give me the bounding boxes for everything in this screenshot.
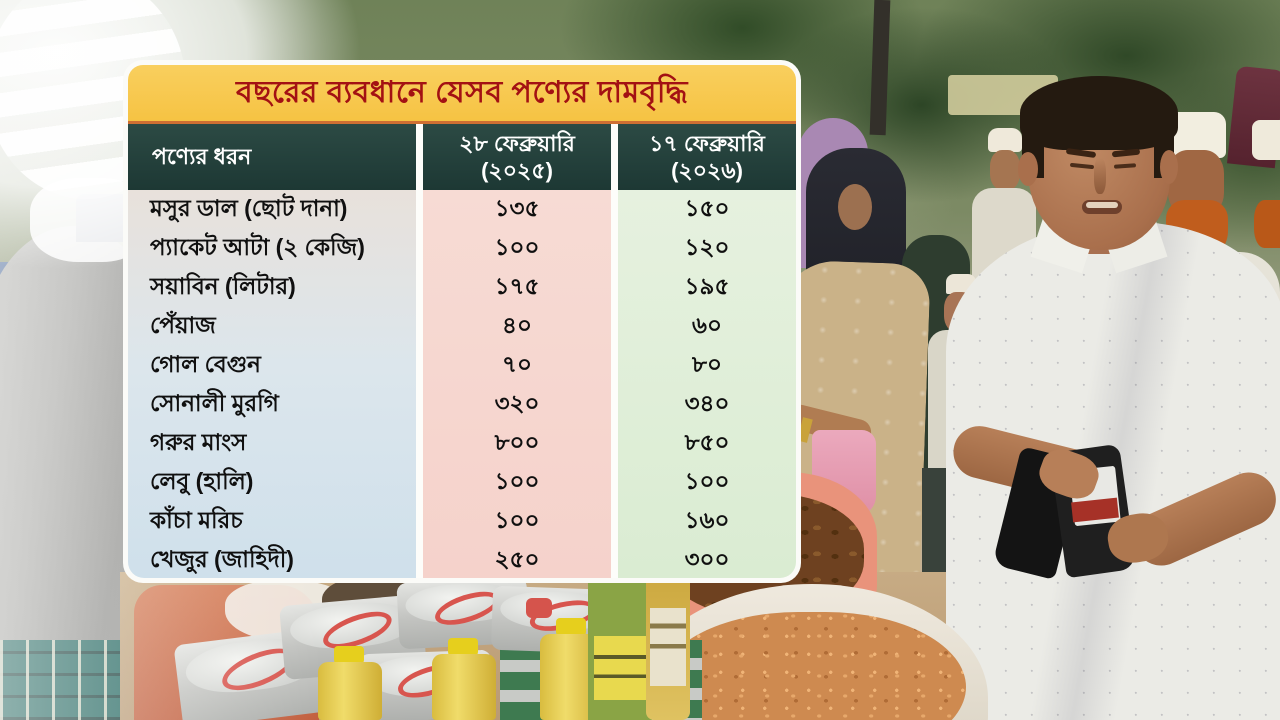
column-divider bbox=[611, 190, 618, 578]
header-product-label: পণ্যের ধরন bbox=[152, 144, 252, 170]
oil-bottle bbox=[432, 638, 496, 720]
edge-man-beard bbox=[1254, 200, 1280, 248]
price-2026-cell: ১২০ bbox=[684, 234, 730, 260]
product-name-cell: গরুর মাংস bbox=[150, 429, 247, 455]
price-2025-cell: ১৩৫ bbox=[494, 195, 540, 221]
crowd-man-face bbox=[990, 150, 1020, 190]
header-product-type: পণ্যের ধরন bbox=[128, 124, 416, 190]
product-name-cell: মসুর ডাল (ছোট দানা) bbox=[150, 195, 348, 221]
shopper-ear-left bbox=[1018, 152, 1038, 186]
header-date-2026: ১৭ ফেব্রুয়ারি (২০২৬) bbox=[618, 124, 796, 190]
header-2026-line2: (২০২৬) bbox=[671, 158, 743, 183]
header-2026-line1: ১৭ ফেব্রুয়ারি bbox=[649, 130, 765, 156]
table-header-row: পণ্যের ধরন ২৮ ফেব্রুয়ারি (২০২৫) ১৭ ফেব্… bbox=[128, 124, 796, 190]
price-2025-cell: ১০০ bbox=[494, 234, 540, 260]
product-name-cell: সোনালী মুরগি bbox=[150, 390, 279, 416]
product-name-cell: কাঁচা মরিচ bbox=[150, 507, 243, 533]
price-2025-cell: ১৭৫ bbox=[494, 273, 540, 299]
red-bottle-cap bbox=[526, 598, 552, 618]
price-2025-cell: ৭০ bbox=[502, 351, 532, 377]
hijab-woman-face bbox=[838, 184, 872, 230]
crowd-man-cap bbox=[988, 128, 1022, 152]
page-title: বছরের ব্যবধানে যেসব পণ্যের দামবৃদ্ধি bbox=[236, 75, 688, 109]
product-name-cell: লেবু (হালি) bbox=[150, 468, 254, 494]
price-2026-cell: ১৯৫ bbox=[684, 273, 730, 299]
price-2026-cell: ৮৫০ bbox=[684, 429, 730, 455]
shopper-hair bbox=[1020, 76, 1178, 150]
product-name-column: মসুর ডাল (ছোট দানা) প্যাকেট আটা (২ কেজি)… bbox=[128, 190, 416, 578]
price-2026-cell: ১৬০ bbox=[684, 507, 730, 533]
price-2025-cell: ১০০ bbox=[494, 507, 540, 533]
price-2025-cell: ১০০ bbox=[494, 468, 540, 494]
product-name-cell: প্যাকেট আটা (২ কেজি) bbox=[150, 234, 365, 260]
header-date-2025: ২৮ ফেব্রুয়ারি (২০২৫) bbox=[423, 124, 611, 190]
title-banner: বছরের ব্যবধানে যেসব পণ্যের দামবৃদ্ধি bbox=[128, 65, 796, 124]
price-2026-column: ১৫০ ১২০ ১৯৫ ৬০ ৮০ ৩৪০ ৮৫০ ১০০ ১৬০ ৩০০ bbox=[618, 190, 796, 578]
price-2026-cell: ৩০০ bbox=[684, 546, 730, 572]
price-table-panel: বছরের ব্যবধানে যেসব পণ্যের দামবৃদ্ধি পণ্… bbox=[123, 60, 801, 583]
price-2025-cell: ২৫০ bbox=[494, 546, 540, 572]
column-divider bbox=[611, 124, 618, 190]
price-2026-cell: ১০০ bbox=[684, 468, 730, 494]
price-2025-cell: ৩২০ bbox=[494, 390, 540, 416]
red-lentils-pile bbox=[658, 612, 966, 720]
price-2025-column: ১৩৫ ১০০ ১৭৫ ৪০ ৭০ ৩২০ ৮০০ ১০০ ১০০ ২৫০ bbox=[423, 190, 611, 578]
price-2026-cell: ৮০ bbox=[692, 351, 722, 377]
price-2026-cell: ৬০ bbox=[692, 312, 722, 338]
product-name-cell: পেঁয়াজ bbox=[150, 312, 216, 338]
column-divider bbox=[416, 190, 423, 578]
shopper-nose bbox=[1094, 158, 1106, 194]
edge-man-cap bbox=[1252, 120, 1280, 160]
green-tin-label bbox=[594, 636, 646, 700]
price-2026-cell: ৩৪০ bbox=[684, 390, 730, 416]
product-name-cell: গোল বেগুন bbox=[150, 351, 261, 377]
price-2026-cell: ১৫০ bbox=[684, 195, 730, 221]
column-divider bbox=[416, 124, 423, 190]
product-name-cell: খেজুর (জাহিদী) bbox=[150, 546, 294, 572]
price-2025-cell: ৪০ bbox=[502, 312, 532, 338]
shopper-ear-right bbox=[1160, 150, 1178, 184]
header-2025-line2: (২০২৫) bbox=[481, 158, 553, 183]
table-body: মসুর ডাল (ছোট দানা) প্যাকেট আটা (২ কেজি)… bbox=[128, 190, 796, 578]
jar-label bbox=[650, 608, 686, 686]
shopper-teeth bbox=[1086, 202, 1118, 208]
price-2025-cell: ৮০০ bbox=[494, 429, 540, 455]
product-name-cell: সয়াবিন (লিটার) bbox=[150, 273, 296, 299]
header-2025-line1: ২৮ ফেব্রুয়ারি bbox=[459, 130, 575, 156]
